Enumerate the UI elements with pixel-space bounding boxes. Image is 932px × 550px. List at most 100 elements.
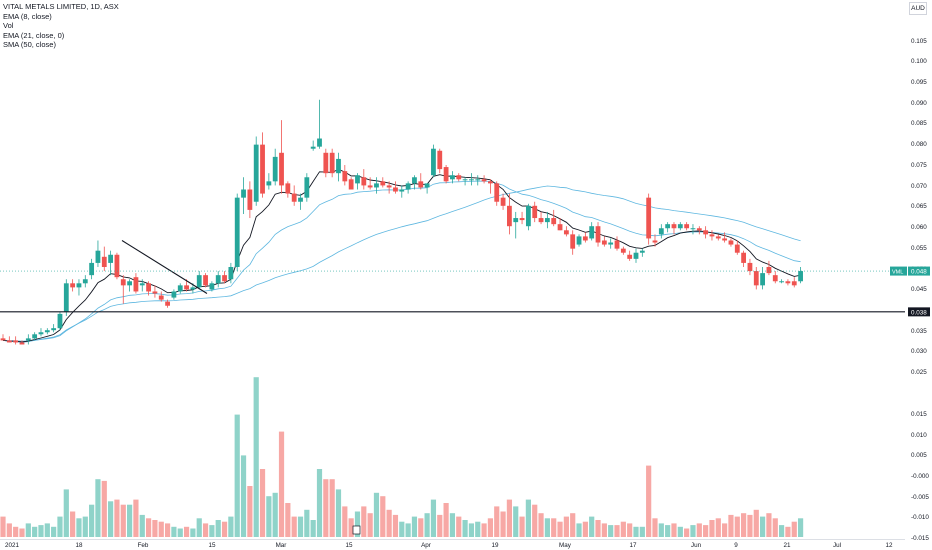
volume-bar: [671, 523, 677, 537]
candle-body: [203, 275, 208, 286]
candle-body: [380, 181, 386, 186]
candle-body: [791, 281, 797, 286]
volume-bar: [380, 496, 386, 537]
volume-bar: [487, 518, 494, 537]
candle-body: [405, 183, 411, 190]
candle-body: [323, 152, 329, 174]
volume-bar: [570, 513, 576, 537]
support-price-tag: [908, 307, 930, 317]
candle-body: [317, 138, 322, 147]
volume-bar: [266, 496, 272, 537]
volume-bar: [158, 521, 164, 537]
volume-bar: [139, 514, 145, 537]
volume-bar: [335, 489, 342, 537]
candle-body: [690, 228, 696, 230]
volume-bar: [494, 506, 500, 537]
volume-bar: [133, 499, 139, 537]
volume-bar: [449, 513, 456, 537]
event-marker-icon: [352, 525, 361, 535]
volume-bar: [481, 523, 487, 537]
candle-body: [500, 197, 506, 206]
volume-bar: [538, 513, 544, 537]
volume-bar: [202, 523, 209, 537]
candle-body: [475, 179, 481, 181]
price-tick-label: 0.045: [911, 286, 927, 293]
candle-body: [228, 266, 234, 280]
candle-body: [184, 285, 189, 290]
volume-bar: [297, 516, 304, 537]
price-tick-label: 0.030: [911, 348, 927, 355]
time-tick-label: 12: [885, 542, 893, 549]
volume-bar: [766, 513, 772, 537]
candle-body: [222, 275, 227, 282]
price-tick-label: 0.095: [911, 79, 927, 86]
candle-body: [798, 271, 803, 282]
candle-body: [247, 189, 253, 210]
price-tick-label: 0.100: [911, 58, 927, 65]
price-tick-label: -0.015: [911, 535, 929, 542]
candle-body: [355, 175, 360, 184]
time-tick-label: 15: [345, 542, 353, 549]
candle-body: [234, 197, 240, 267]
volume-bar: [696, 523, 702, 537]
currency-label[interactable]: AUD: [909, 2, 927, 15]
price-tick-label: 0.090: [911, 100, 927, 107]
candle-body: [279, 152, 284, 186]
volume-bar: [152, 520, 158, 537]
candle-body: [519, 218, 525, 221]
volume-bar: [145, 518, 152, 537]
candle-body: [652, 240, 658, 243]
price-tick-label: 0.055: [911, 245, 927, 252]
volume-bar: [620, 521, 626, 537]
time-tick-label: Jun: [691, 542, 702, 549]
volume-bar: [627, 523, 633, 537]
price-tick-label: 0.025: [911, 369, 927, 376]
candle-body: [456, 175, 462, 180]
candle-body: [766, 266, 772, 274]
candle-body: [82, 279, 88, 284]
candle-body: [158, 295, 164, 300]
volume-bar: [19, 528, 25, 537]
candle-body: [76, 283, 82, 288]
volume-bar: [544, 518, 550, 537]
candle-body: [209, 283, 215, 290]
candle-body: [715, 236, 721, 239]
candle-body: [450, 175, 455, 180]
candle-body: [19, 342, 25, 345]
candle-body: [139, 283, 145, 286]
volume-bar: [722, 523, 728, 537]
sma50-line: [2, 185, 801, 343]
volume-bar: [57, 516, 63, 537]
time-tick-label: 19: [491, 542, 499, 549]
candle-body: [627, 254, 633, 259]
volume-bar: [240, 455, 247, 537]
volume-bar: [63, 489, 69, 537]
volume-bar: [183, 526, 190, 537]
volume-bar: [228, 516, 234, 537]
volume-bar: [127, 504, 133, 537]
candle-body: [620, 248, 626, 253]
candle-body: [44, 330, 50, 333]
candle-body: [25, 338, 31, 341]
volume-bar: [253, 377, 259, 537]
volume-bar: [316, 469, 323, 537]
candle-body: [399, 189, 405, 192]
candle-body: [190, 287, 196, 290]
volume-bar: [209, 525, 215, 537]
candle-body: [51, 328, 57, 331]
price-tick-label: 0.015: [911, 411, 927, 418]
volume-bar: [247, 486, 253, 537]
candle-body: [361, 177, 367, 186]
time-tick-label: 9: [734, 542, 738, 549]
candle-body: [481, 179, 487, 182]
volume-bar: [164, 523, 171, 537]
volume-bar: [595, 520, 601, 537]
candle-body: [215, 275, 221, 284]
candle-body: [13, 340, 19, 343]
trendline: [121, 240, 208, 294]
volume-bar: [424, 513, 430, 537]
candle-body: [38, 332, 44, 335]
candle-body: [177, 285, 183, 292]
candle-body: [171, 291, 177, 298]
